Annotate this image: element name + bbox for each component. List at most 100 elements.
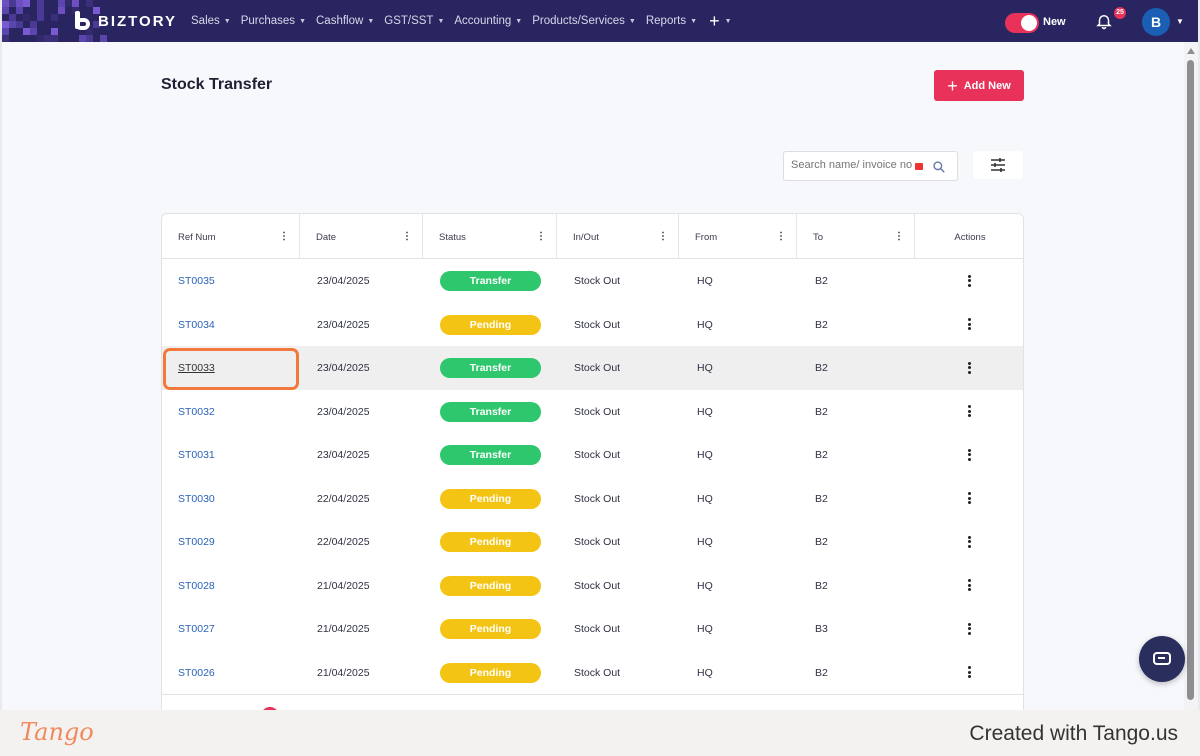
more-actions-icon[interactable] — [965, 360, 973, 376]
table-row[interactable]: ST0026 21/04/2025 Pending Stock Out HQ B2 — [162, 651, 1023, 695]
from-cell: HQ — [697, 666, 713, 679]
table-row[interactable]: ST0035 23/04/2025 Transfer Stock Out HQ B2 — [162, 259, 1023, 303]
nav-item-cashflow[interactable]: Cashflow ▼ — [316, 15, 374, 27]
ref-num-link[interactable]: ST0035 — [178, 275, 215, 287]
nav-item-label: Products/Services — [532, 15, 625, 27]
nav-item-gst-sst[interactable]: GST/SST ▼ — [384, 15, 444, 27]
column-header-ref-num[interactable]: Ref Num ⋮ — [162, 214, 300, 259]
column-menu-icon[interactable]: ⋮ — [536, 231, 546, 242]
from-cell: HQ — [697, 275, 713, 287]
ref-num-link[interactable]: ST0032 — [178, 405, 215, 418]
nav-item-purchases[interactable]: Purchases ▼ — [241, 15, 306, 27]
tango-footer: Tango Created with Tango.us — [0, 710, 1200, 756]
to-cell: B2 — [815, 405, 828, 418]
table-row[interactable]: ST0030 22/04/2025 Pending Stock Out HQ B2 — [162, 477, 1023, 521]
nav-item-sales[interactable]: Sales ▼ — [191, 15, 231, 27]
in-out-cell: Stock Out — [574, 318, 621, 331]
to-cell: B2 — [815, 318, 828, 331]
more-actions-icon[interactable] — [965, 534, 973, 550]
column-header-to[interactable]: To ⋮ — [797, 214, 915, 259]
nav-item-label: Sales — [191, 15, 220, 27]
nav-item-accounting[interactable]: Accounting ▼ — [454, 15, 522, 27]
ref-num-link[interactable]: ST0030 — [178, 492, 215, 505]
column-header-in-out[interactable]: In/Out ⋮ — [557, 214, 679, 259]
new-ui-toggle[interactable] — [1005, 13, 1039, 33]
chat-launcher-button[interactable] — [1139, 636, 1185, 682]
brand-logo[interactable]: BIZTORY — [72, 11, 177, 31]
table-row[interactable]: ST0033 23/04/2025 Transfer Stock Out HQ B2 — [162, 346, 1023, 390]
plus-icon: + — [947, 75, 958, 96]
column-header-label: Ref Num — [178, 232, 216, 243]
column-menu-icon[interactable]: ⋮ — [776, 231, 786, 242]
ref-num-link[interactable]: ST0026 — [178, 666, 215, 679]
column-menu-icon[interactable]: ⋮ — [894, 231, 904, 242]
from-cell: HQ — [697, 449, 713, 461]
more-actions-icon[interactable] — [965, 317, 973, 333]
column-header-from[interactable]: From ⋮ — [679, 214, 797, 259]
nav-item-reports[interactable]: Reports ▼ — [646, 15, 697, 27]
status-badge: Pending — [440, 575, 541, 596]
chevron-down-icon: ▼ — [724, 17, 732, 25]
biztory-logo-icon — [72, 11, 94, 31]
more-actions-icon[interactable] — [965, 447, 973, 463]
ref-num-link[interactable]: ST0034 — [178, 318, 215, 331]
nav-item-label: GST/SST — [384, 15, 434, 27]
table-row[interactable]: ST0029 22/04/2025 Pending Stock Out HQ B2 — [162, 520, 1023, 564]
more-actions-icon[interactable] — [965, 578, 973, 594]
table-row[interactable]: ST0032 23/04/2025 Transfer Stock Out HQ B2 — [162, 390, 1023, 434]
table-row[interactable]: ST0027 21/04/2025 Pending Stock Out HQ B3 — [162, 607, 1023, 651]
search-icon[interactable] — [932, 160, 946, 174]
from-cell: HQ — [697, 492, 713, 505]
column-header-date[interactable]: Date ⋮ — [300, 214, 423, 259]
filter-button[interactable] — [973, 151, 1023, 179]
pagination-current-page[interactable] — [261, 707, 279, 710]
status-badge: Transfer — [440, 271, 541, 291]
table-row[interactable]: ST0034 23/04/2025 Pending Stock Out HQ B2 — [162, 303, 1023, 347]
status-badge: Pending — [440, 532, 541, 552]
ref-num-link[interactable]: ST0033 — [178, 362, 215, 374]
table-row[interactable]: ST0028 21/04/2025 Pending Stock Out HQ B2 — [162, 564, 1023, 608]
nav-item-label: Cashflow — [316, 15, 364, 27]
ref-num-link[interactable]: ST0031 — [178, 449, 215, 461]
more-actions-icon[interactable] — [965, 273, 973, 289]
brand-name: BIZTORY — [98, 12, 178, 30]
from-cell: HQ — [697, 579, 713, 592]
date-cell: 23/04/2025 — [317, 362, 370, 374]
more-actions-icon[interactable] — [965, 621, 973, 637]
table-row[interactable]: ST0031 23/04/2025 Transfer Stock Out HQ B2 — [162, 433, 1023, 477]
column-menu-icon[interactable]: ⋮ — [658, 231, 668, 242]
more-actions-icon[interactable] — [965, 404, 973, 420]
more-actions-icon[interactable] — [965, 491, 973, 507]
stock-transfer-table: Ref Num ⋮ Date ⋮ Status ⋮ In/Out ⋮ From ⋮ To ⋮ Actio… — [161, 213, 1024, 710]
user-avatar[interactable]: B — [1142, 8, 1170, 36]
to-cell: B2 — [815, 579, 828, 592]
chevron-down-icon: ▼ — [437, 17, 445, 25]
column-header-status[interactable]: Status ⋮ — [423, 214, 557, 259]
from-cell: HQ — [697, 536, 713, 548]
search-input[interactable] — [791, 159, 915, 171]
column-header-actions[interactable]: Actions — [915, 214, 1023, 259]
nav-item-products-services[interactable]: Products/Services ▼ — [532, 15, 636, 27]
nav-add-menu[interactable]: + ▼ — [709, 11, 731, 32]
scroll-up-arrow-icon[interactable] — [1187, 48, 1195, 54]
in-out-cell: Stock Out — [574, 362, 621, 374]
column-header-label: From — [695, 232, 718, 243]
chevron-down-icon[interactable]: ▼ — [1176, 17, 1184, 26]
ref-num-link[interactable]: ST0027 — [178, 623, 215, 635]
scrollbar-thumb[interactable] — [1187, 60, 1194, 700]
from-cell: HQ — [697, 362, 713, 374]
column-menu-icon[interactable]: ⋮ — [279, 231, 289, 242]
search-box[interactable] — [783, 151, 958, 181]
in-out-cell: Stock Out — [574, 492, 621, 505]
to-cell: B2 — [815, 362, 828, 374]
add-new-button[interactable]: + Add New — [934, 70, 1024, 101]
ref-num-link[interactable]: ST0028 — [178, 579, 215, 592]
more-actions-icon[interactable] — [965, 665, 973, 681]
bell-icon[interactable] — [1095, 12, 1113, 30]
chevron-down-icon: ▼ — [223, 17, 231, 25]
plus-icon: + — [709, 10, 720, 31]
vertical-scrollbar[interactable] — [1184, 42, 1198, 710]
to-cell: B2 — [815, 666, 828, 679]
column-menu-icon[interactable]: ⋮ — [402, 231, 412, 242]
ref-num-link[interactable]: ST0029 — [178, 536, 215, 548]
